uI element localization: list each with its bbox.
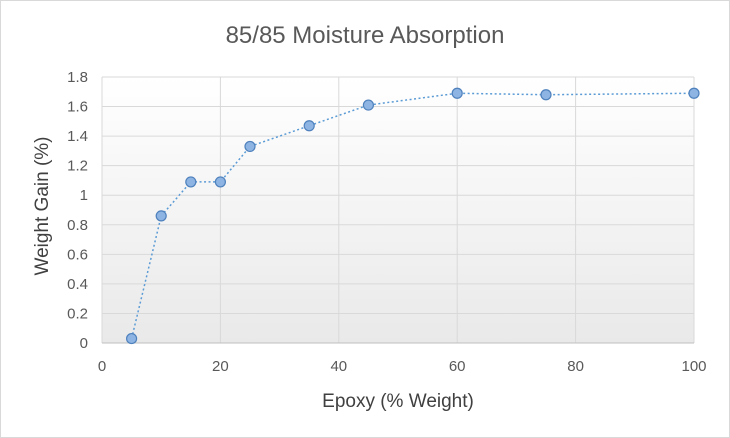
data-point — [185, 176, 197, 188]
x-tick-label: 100 — [681, 358, 706, 375]
data-point — [451, 87, 463, 99]
data-point — [362, 99, 374, 111]
y-axis-label: Weight Gain (%) — [32, 136, 53, 275]
x-tick-label: 20 — [212, 358, 229, 375]
y-tick-label: 1.4 — [67, 128, 88, 145]
x-axis-ticks: 0 20 40 60 80 100 — [98, 358, 707, 375]
data-point — [126, 332, 138, 345]
data-point — [244, 140, 256, 153]
data-points — [126, 87, 700, 345]
data-point — [540, 89, 552, 101]
x-tick-label: 60 — [449, 358, 466, 375]
y-tick-label: 0 — [80, 335, 88, 352]
y-tick-label: 1 — [80, 187, 88, 204]
x-tick-label: 80 — [567, 358, 584, 375]
data-point — [155, 210, 167, 222]
y-tick-label: 1.6 — [67, 99, 88, 116]
x-tick-label: 0 — [98, 358, 106, 375]
chart-title: 85/85 Moisture Absorption — [226, 22, 505, 49]
plot-area — [102, 77, 694, 343]
y-tick-label: 1.8 — [67, 69, 88, 86]
data-point — [688, 87, 700, 99]
y-tick-label: 1.2 — [67, 158, 88, 175]
y-tick-label: 0.2 — [67, 305, 88, 322]
y-tick-label: 0.6 — [67, 246, 88, 263]
y-tick-label: 0.4 — [67, 276, 88, 293]
data-point — [303, 120, 315, 132]
y-tick-label: 0.8 — [67, 217, 88, 234]
series-line — [130, 92, 695, 339]
x-axis-label: Epoxy (% Weight) — [322, 391, 474, 412]
x-tick-label: 40 — [330, 358, 347, 375]
gridlines — [101, 76, 695, 344]
y-axis-ticks: 0 0.2 0.4 0.6 0.8 1 1.2 1.4 1.6 1.8 — [67, 69, 88, 352]
data-point — [214, 176, 226, 188]
